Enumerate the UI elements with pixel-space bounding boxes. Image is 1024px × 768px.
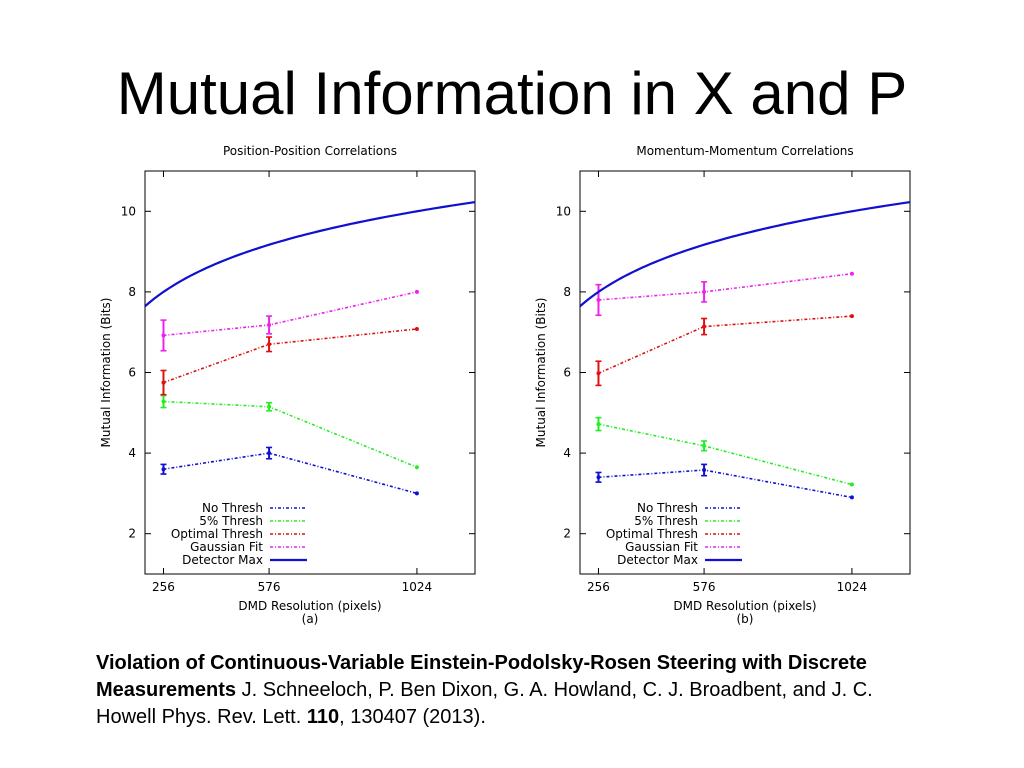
series-line-detector-max xyxy=(580,200,910,308)
plot-area xyxy=(580,200,910,500)
chart-title: Position-Position Correlations xyxy=(223,144,397,158)
y-tick-label: 8 xyxy=(128,285,136,299)
chart-title: Momentum-Momentum Correlations xyxy=(636,144,853,158)
x-axis-label: DMD Resolution (pixels) xyxy=(238,599,381,613)
citation-caption: Violation of Continuous-Variable Einstei… xyxy=(96,650,936,731)
y-axis-label: Mutual Information (Bits) xyxy=(99,298,113,448)
y-tick-label: 4 xyxy=(563,446,571,460)
y-tick-label: 10 xyxy=(556,204,571,218)
data-point xyxy=(414,289,419,294)
series-line xyxy=(163,291,418,337)
data-point xyxy=(596,297,601,302)
data-point xyxy=(414,465,419,470)
series-line xyxy=(163,452,418,495)
data-point xyxy=(596,371,601,376)
charts-area: Position-Position Correlations 2 4 6 8 10 256 5… xyxy=(99,144,911,626)
data-point xyxy=(161,380,166,385)
panel-label: (b) xyxy=(737,612,754,626)
y-tick-label: 6 xyxy=(128,366,136,380)
data-point xyxy=(849,482,854,487)
journal-pages-year: , 130407 (2013). xyxy=(339,706,486,728)
legend-label: 5% Thresh xyxy=(199,514,263,528)
panel-label: (a) xyxy=(302,612,319,626)
paper-title: Violation of Continuous-Variable Einstei… xyxy=(96,652,867,701)
data-point xyxy=(161,333,166,338)
x-tick-label: 1024 xyxy=(837,580,868,594)
legend-label: Optimal Thresh xyxy=(171,527,263,541)
plot-frame xyxy=(144,170,476,575)
data-point xyxy=(414,491,419,496)
data-point xyxy=(161,399,166,404)
plot-area xyxy=(145,200,475,496)
slide-title: Mutual Information in X and P xyxy=(116,60,908,127)
x-tick-label: 1024 xyxy=(402,580,433,594)
series-line-detector-max xyxy=(145,200,475,308)
y-tick-label: 4 xyxy=(128,446,136,460)
legend-label: No Thresh xyxy=(637,501,698,515)
legend-label: Detector Max xyxy=(617,553,698,567)
chart-momentum-momentum: Momentum-Momentum Correlations 2 4 6 8 10 256 5… xyxy=(534,144,911,626)
data-point xyxy=(849,271,854,276)
plot-frame xyxy=(579,170,911,575)
x-tick-label: 256 xyxy=(587,580,610,594)
legend-label: Optimal Thresh xyxy=(606,527,698,541)
x-axis-label: DMD Resolution (pixels) xyxy=(673,599,816,613)
y-tick-label: 2 xyxy=(128,527,136,541)
series-line xyxy=(598,315,852,375)
legend-label: Gaussian Fit xyxy=(625,540,698,554)
legend-label: No Thresh xyxy=(202,501,263,515)
data-point xyxy=(702,443,707,448)
journal-name: Phys. Rev. Lett. xyxy=(161,706,307,728)
paper-authors: J. Schneeloch, P. Ben Dixon, G. A. Howla… xyxy=(96,679,873,728)
data-point xyxy=(702,289,707,294)
data-point xyxy=(596,475,601,480)
legend-label: Gaussian Fit xyxy=(190,540,263,554)
y-tick-label: 2 xyxy=(563,527,571,541)
data-point xyxy=(267,322,272,327)
y-tick-label: 6 xyxy=(563,366,571,380)
series-line xyxy=(163,400,418,468)
y-tick-label: 8 xyxy=(563,285,571,299)
series-line xyxy=(598,272,853,301)
journal-volume: 110 xyxy=(306,706,340,728)
chart-position-position: Position-Position Correlations 2 4 6 8 10 256 5… xyxy=(99,144,476,626)
x-tick-label: 256 xyxy=(152,580,175,594)
data-point xyxy=(414,326,419,331)
data-point xyxy=(161,467,166,472)
y-tick-label: 10 xyxy=(121,204,136,218)
legend-label: Detector Max xyxy=(182,553,263,567)
series-line xyxy=(163,328,418,384)
x-tick-label: 576 xyxy=(693,580,716,594)
series-line xyxy=(598,423,853,486)
data-point xyxy=(702,468,707,473)
data-point xyxy=(596,422,601,427)
data-point xyxy=(267,451,272,456)
y-axis-label: Mutual Information (Bits) xyxy=(534,298,548,448)
data-point xyxy=(702,324,707,329)
data-point xyxy=(267,342,272,347)
legend-label: 5% Thresh xyxy=(634,514,698,528)
data-point xyxy=(849,314,854,319)
data-point xyxy=(267,404,272,409)
data-point xyxy=(849,495,854,500)
x-tick-label: 576 xyxy=(258,580,281,594)
